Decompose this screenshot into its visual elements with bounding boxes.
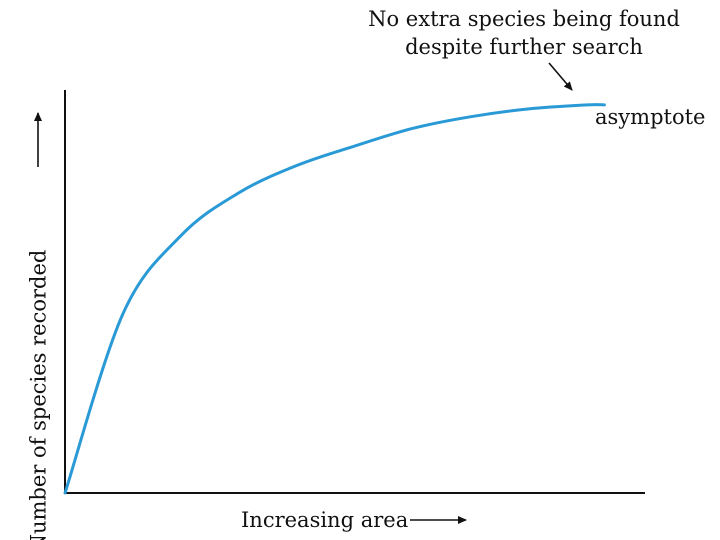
y-axis-label: Number of species recorded [27,250,51,540]
species-area-curve [63,103,606,495]
annotation-line-2: despite further search [405,35,643,59]
y-axis-label-group: Number of species recorded [27,250,51,540]
x-axis-label: Increasing area [241,508,408,532]
annotation-arrow [548,62,573,91]
asymptote-label: asymptote [595,105,705,129]
annotation-line-1: No extra species being found [368,7,680,31]
